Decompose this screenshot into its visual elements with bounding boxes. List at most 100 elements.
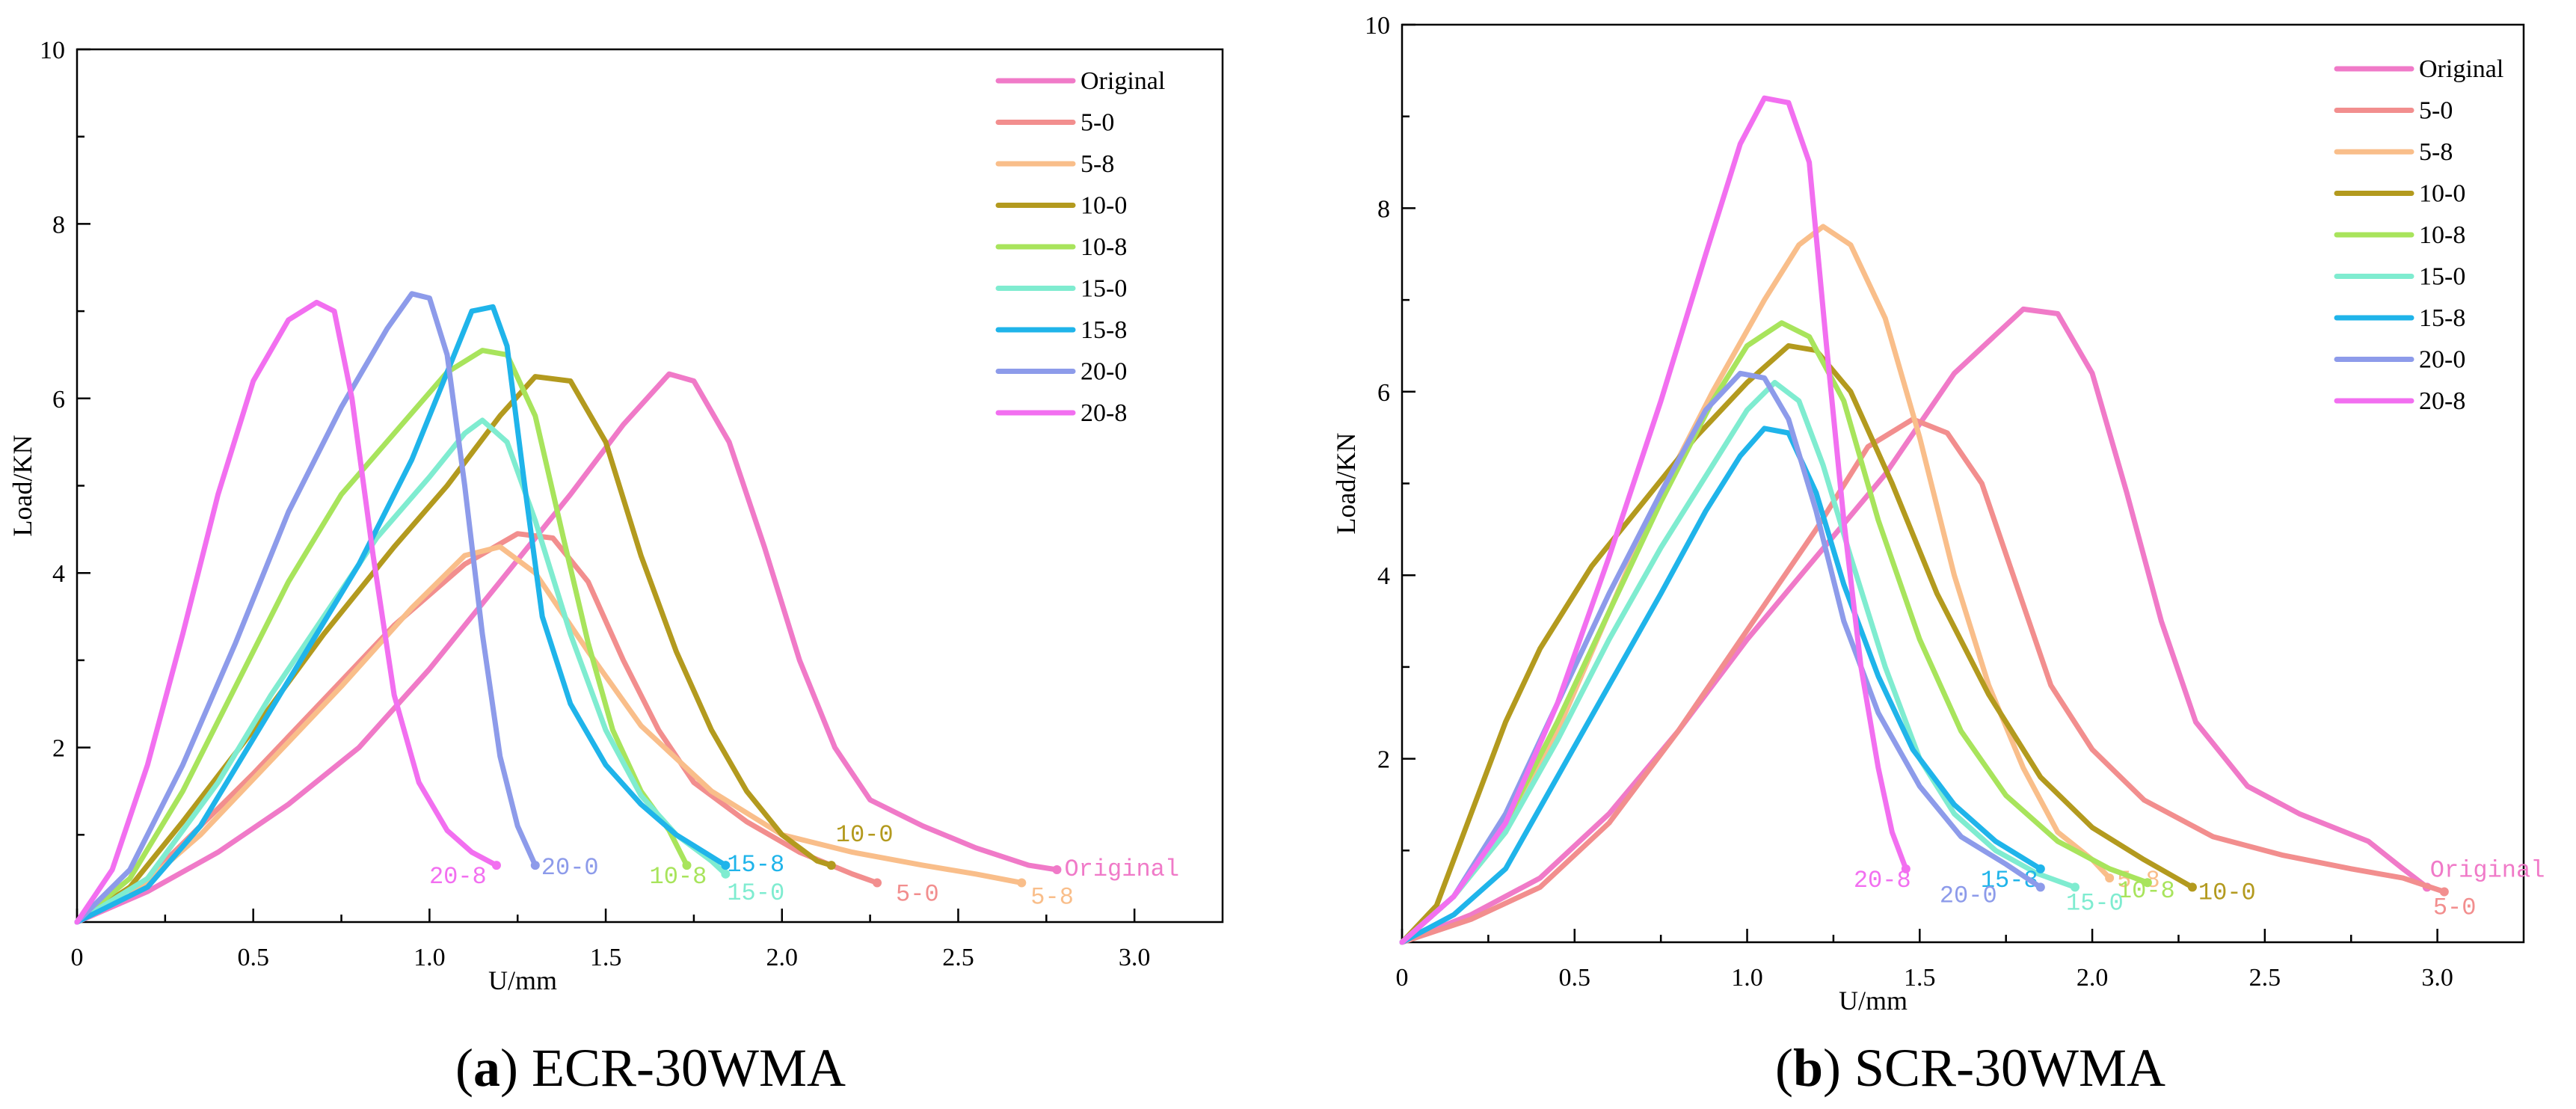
y-tick-label: 8 [52,211,65,239]
caption-title: ECR-30WMA [532,1038,846,1098]
series-end-label: 10-0 [836,821,894,849]
legend-label: 20-0 [2419,346,2465,374]
x-axis-label: U/mm [488,965,557,995]
series-end-label: 15-0 [2066,889,2124,917]
caption-title: SCR-30WMA [1854,1038,2165,1098]
caption-paren: ( [455,1038,473,1098]
chart-panel-a: 0 0.5 1.0 1.5 2.0 2.5 3.0 2 4 6 8 10 U/mm Load/KN Orig… [7,37,1224,1098]
plot-frame [76,48,1224,924]
legend-label: 10-8 [1080,233,1127,261]
x-tick-label: 2.5 [2249,964,2281,992]
y-axis-label: Load/KN [7,435,37,537]
series-end-point [1017,878,1027,888]
series-end-label: 5-0 [2433,894,2477,922]
legend-label: 10-0 [1080,192,1127,220]
series-end-point [826,861,836,870]
y-tick-label: 6 [52,386,65,414]
legend-label: 15-0 [2419,263,2465,291]
caption-letter: b [1793,1038,1823,1098]
series-end-label: 10-8 [2118,877,2175,905]
series-line-15-0 [74,417,728,925]
legend-label: 5-0 [1080,109,1114,137]
series-end-point [2035,864,2045,873]
legend-label: 5-0 [2419,97,2453,125]
y-tick-label: 4 [1377,562,1390,590]
x-tick-label: 1.5 [590,944,622,971]
series-end-label: 5-0 [896,880,939,908]
x-tick-label: 1.5 [1904,964,1936,992]
series-end-point [721,861,731,870]
panel-caption: (b) SCR-30WMA [1775,1038,2165,1098]
series-line-10-0 [1399,342,2195,945]
series-end-point [2105,873,2115,883]
legend-label: Original [1080,67,1165,95]
series-end-label: 5-8 [1030,883,1074,911]
x-tick-label: 1.0 [1731,964,1763,992]
series-line-original [1399,306,2430,945]
caption-paren: ) [500,1038,532,1098]
series-line-5-0 [74,531,880,925]
chart-panel-b: 0 0.5 1.0 1.5 2.0 2.5 3.0 2 4 6 8 10 U/mm Load/KN Orig… [1331,12,2545,1098]
legend-label: 15-8 [2419,304,2465,332]
series-line-15-0 [1399,380,2078,945]
series-end-label: 20-8 [1854,867,1911,894]
x-tick-label: 2.0 [766,944,799,971]
series-end-point [491,861,501,870]
series-end-label: 10-0 [2198,879,2256,906]
y-tick-label: 2 [52,735,65,763]
series-end-point [873,878,882,888]
series-end-point [530,861,540,870]
x-tick-label: 0 [71,944,84,971]
series-end-point [682,861,692,870]
legend-label: 20-8 [2419,387,2465,415]
series-line-20-0 [1399,370,2044,945]
x-tick-label: 3.0 [1119,944,1151,971]
series-end-point [1901,864,1911,873]
series-line-15-8 [74,304,728,925]
panel-caption: (a) ECR-30WMA [455,1038,846,1098]
series-end-label: 10-8 [649,863,707,891]
legend-label: 10-0 [2419,180,2465,208]
series-line-20-0 [74,291,538,925]
plot-frame [1401,23,2525,944]
series-end-point [2142,878,2152,888]
x-tick-label: 2.0 [2077,964,2109,992]
series-end-point [2439,887,2449,897]
y-tick-label: 2 [1377,746,1390,774]
series-end-point [2035,882,2045,892]
series-end-label: 15-8 [727,851,784,879]
series-end-label: 20-8 [429,863,487,891]
series-end-label: 20-0 [1940,882,1997,909]
caption-paren: ( [1775,1038,1793,1098]
y-tick-label: 6 [1377,379,1390,407]
legend-label: Original [2419,55,2503,83]
x-axis-label: U/mm [1839,986,1908,1016]
y-tick-label: 4 [52,560,65,588]
caption-paren: ) [1823,1038,1854,1098]
x-tick-label: 1.0 [414,944,446,971]
y-axis-label: Load/KN [1331,433,1361,535]
series-end-label: Original [1064,855,1179,883]
series-line-5-0 [1399,417,2447,945]
legend-label: 20-0 [1080,358,1127,386]
legend-label: 5-8 [2419,138,2453,166]
y-tick-label: 10 [1365,12,1390,40]
series-end-label: 15-0 [727,879,784,907]
y-tick-label: 10 [40,37,65,64]
series-end-label: Original [2430,856,2545,884]
x-tick-label: 2.5 [942,944,974,971]
series-line-10-8 [1399,320,2151,945]
legend-label: 20-8 [1080,399,1127,427]
x-tick-label: 0.5 [1559,964,1591,992]
x-tick-label: 3.0 [2421,964,2453,992]
x-tick-label: 0.5 [237,944,269,971]
series-line-5-8 [1399,224,2112,945]
y-tick-label: 8 [1377,195,1390,223]
series-line-10-8 [74,348,689,925]
series-end-point [2187,882,2197,892]
x-tick-label: 0 [1396,964,1409,992]
series-line-15-8 [1399,426,2044,945]
series-end-point [721,869,731,879]
caption-letter: a [473,1038,500,1098]
